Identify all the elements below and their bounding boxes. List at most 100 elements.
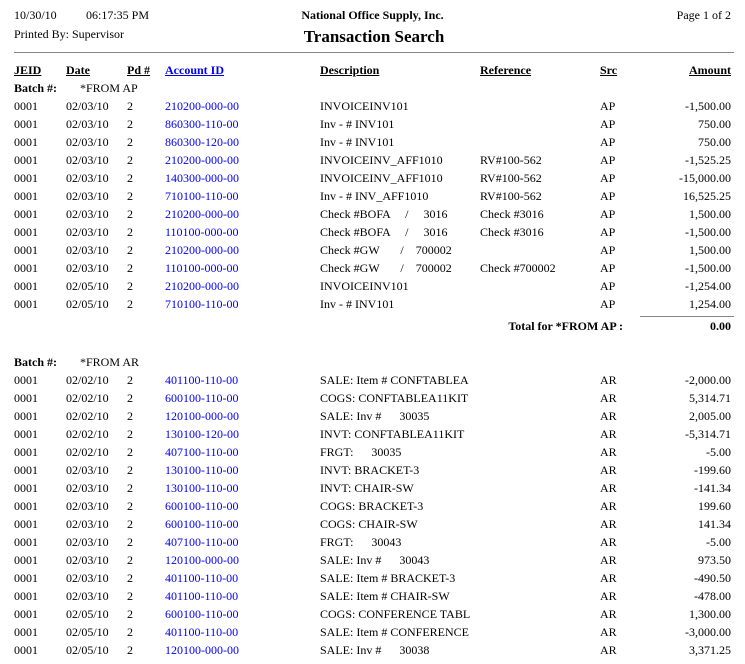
account-id-link[interactable]: 600100-110-00: [165, 607, 239, 621]
amount-cell: -1,254.00: [685, 279, 731, 293]
table-row: 0001 02/03/10 2 110100-000-00 Check #BOFA / …: [0, 225, 745, 243]
date-cell: 02/03/10: [66, 207, 109, 221]
account-id-link[interactable]: 140300-000-00: [165, 171, 239, 185]
period-cell: 2: [127, 153, 133, 167]
jeid-cell: 0001: [14, 589, 38, 603]
table-row: 0001 02/03/10 2 130100-110-00 INVT: CHAIR-SW…: [0, 481, 745, 499]
table-row: 0001 02/03/10 2 210200-000-00 INVOICEINV101 A…: [0, 99, 745, 117]
date-cell: 02/03/10: [66, 517, 109, 531]
date-cell: 02/02/10: [66, 409, 109, 423]
account-id-link[interactable]: 210200-000-00: [165, 207, 239, 221]
batch-name: *FROM AP: [80, 81, 138, 95]
description-cell: Check #GW / 700002: [320, 261, 452, 275]
date-cell: 02/03/10: [66, 535, 109, 549]
account-id-link[interactable]: 710100-110-00: [165, 189, 239, 203]
date-cell: 02/03/10: [66, 481, 109, 495]
table-row: 0001 02/03/10 2 600100-110-00 COGS: BRACKET-…: [0, 499, 745, 517]
amount-cell: -5,314.71: [685, 427, 731, 441]
period-cell: 2: [127, 207, 133, 221]
account-id-link[interactable]: 120100-000-00: [165, 409, 239, 423]
account-id-link[interactable]: 130100-110-00: [165, 481, 239, 495]
source-cell: AR: [600, 481, 617, 495]
amount-cell: -5.00: [706, 445, 731, 459]
period-cell: 2: [127, 499, 133, 513]
period-cell: 2: [127, 243, 133, 257]
period-cell: 2: [127, 99, 133, 113]
account-id-link[interactable]: 407100-110-00: [165, 535, 239, 549]
description-cell: Check #BOFA / 3016: [320, 225, 448, 239]
jeid-cell: 0001: [14, 553, 38, 567]
account-id-link[interactable]: 120100-000-00: [165, 643, 239, 657]
amount-cell: 1,500.00: [689, 207, 731, 221]
description-cell: COGS: BRACKET-3: [320, 499, 424, 513]
date-cell: 02/03/10: [66, 99, 109, 113]
source-cell: AR: [600, 553, 617, 567]
account-id-link[interactable]: 120100-000-00: [165, 553, 239, 567]
table-row: 0001 02/05/10 2 401100-110-00 SALE: Item # C…: [0, 625, 745, 643]
date-cell: 02/02/10: [66, 391, 109, 405]
description-cell: Check #BOFA / 3016: [320, 207, 448, 221]
column-header-amount: Amount: [688, 63, 731, 77]
jeid-cell: 0001: [14, 535, 38, 549]
account-id-link[interactable]: 110100-000-00: [165, 225, 239, 239]
account-id-link[interactable]: 210200-000-00: [165, 243, 239, 257]
jeid-cell: 0001: [14, 409, 38, 423]
account-id-link[interactable]: 401100-110-00: [165, 625, 239, 639]
table-row: 0001 02/05/10 2 220480-000-00 STAX: 30038 AR -…: [0, 661, 745, 664]
period-cell: 2: [127, 297, 133, 311]
account-id-link[interactable]: 130100-120-00: [165, 427, 239, 441]
table-row: 0001 02/02/10 2 120100-000-00 SALE: Inv # 30…: [0, 409, 745, 427]
account-id-link[interactable]: 401100-110-00: [165, 589, 239, 603]
account-id-link[interactable]: 210200-000-00: [165, 153, 239, 167]
date-cell: 02/02/10: [66, 427, 109, 441]
description-cell: INVT: BRACKET-3: [320, 463, 420, 477]
jeid-cell: 0001: [14, 117, 38, 131]
description-cell: SALE: Inv # 30043: [320, 553, 430, 567]
account-id-link[interactable]: 600100-110-00: [165, 391, 239, 405]
period-cell: 2: [127, 189, 133, 203]
period-cell: 2: [127, 463, 133, 477]
report-title: Transaction Search: [303, 27, 445, 46]
date-cell: 02/03/10: [66, 589, 109, 603]
source-cell: AR: [600, 607, 617, 621]
account-id-link[interactable]: 860300-110-00: [165, 117, 239, 131]
table-row: 0001 02/05/10 2 120100-000-00 SALE: Inv # 30…: [0, 643, 745, 661]
source-cell: AR: [600, 571, 617, 585]
date-cell: 02/02/10: [66, 445, 109, 459]
column-header-period: Pd #: [127, 63, 151, 77]
period-cell: 2: [127, 135, 133, 149]
table-row: 0001 02/03/10 2 110100-000-00 Check #GW / 70…: [0, 261, 745, 279]
account-id-link[interactable]: 401100-110-00: [165, 571, 239, 585]
source-cell: AP: [600, 171, 616, 185]
table-row: 0001 02/03/10 2 130100-110-00 INVT: BRACKET-…: [0, 463, 745, 481]
source-cell: AR: [600, 535, 617, 549]
amount-cell: -1,500.00: [685, 261, 731, 275]
account-id-link[interactable]: 407100-110-00: [165, 445, 239, 459]
date-cell: 02/03/10: [66, 261, 109, 275]
account-id-link[interactable]: 210200-000-00: [165, 99, 239, 113]
account-id-link[interactable]: 710100-110-00: [165, 297, 239, 311]
account-id-link[interactable]: 600100-110-00: [165, 517, 239, 531]
jeid-cell: 0001: [14, 99, 38, 113]
total-divider: [640, 316, 734, 317]
date-cell: 02/05/10: [66, 607, 109, 621]
amount-cell: -1,500.00: [685, 99, 731, 113]
account-id-link[interactable]: 210200-000-00: [165, 279, 239, 293]
account-id-link[interactable]: 600100-110-00: [165, 499, 239, 513]
amount-cell: -3,000.00: [685, 625, 731, 639]
account-id-link[interactable]: 110100-000-00: [165, 261, 239, 275]
account-id-link[interactable]: 220480-000-00: [165, 661, 239, 664]
table-row: 0001 02/03/10 2 860300-110-00 Inv - # INV101…: [0, 117, 745, 135]
account-id-link[interactable]: 130100-110-00: [165, 463, 239, 477]
jeid-cell: 0001: [14, 607, 38, 621]
source-cell: AP: [600, 261, 616, 275]
account-id-link[interactable]: 860300-120-00: [165, 135, 239, 149]
table-row: 0001 02/02/10 2 407100-110-00 FRGT: 30035 AR -…: [0, 445, 745, 463]
account-id-link[interactable]: 401100-110-00: [165, 373, 239, 387]
amount-cell: -141.34: [694, 481, 731, 495]
batch-total-row: Total for *FROM AP : 0.00: [0, 319, 745, 337]
table-row: 0001 02/05/10 2 710100-110-00 Inv - # INV101…: [0, 297, 745, 315]
description-cell: INVT: CHAIR-SW: [320, 481, 414, 495]
source-cell: AR: [600, 391, 617, 405]
amount-cell: -478.00: [694, 589, 731, 603]
